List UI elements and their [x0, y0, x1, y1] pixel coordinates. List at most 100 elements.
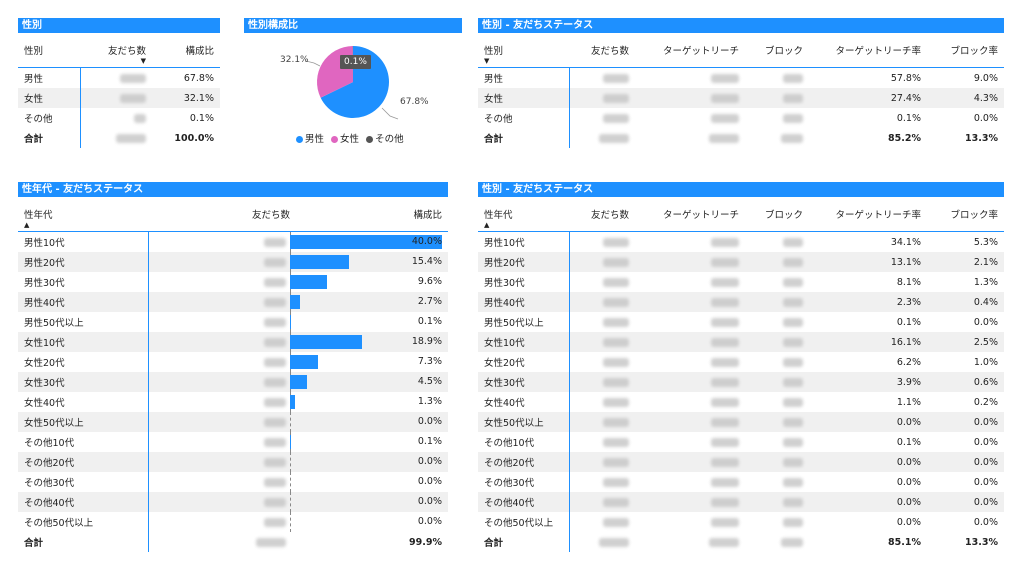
redacted-value: [711, 417, 739, 427]
table-row: 男性 67.8%: [18, 67, 220, 89]
row-label: 女性40代: [18, 392, 149, 412]
row-label: 女性10代: [478, 332, 570, 352]
gender-status-panel: 性別 - 友だちステータス 性別 ▼ 友だち数 ターゲットリーチ ブロック ターゲ…: [478, 18, 1004, 148]
total-row: 合計 85.1% 13.3%: [478, 532, 1004, 552]
redacted-value: [783, 257, 803, 267]
column-header[interactable]: 性別 ▼: [478, 33, 569, 68]
row-value: 4.5%: [417, 376, 442, 387]
bar-cell: 9.6%: [290, 272, 448, 292]
column-header[interactable]: 友だち数: [148, 197, 290, 232]
column-header[interactable]: ターゲットリーチ: [635, 197, 745, 232]
reach-rate: 0.0%: [896, 476, 921, 488]
column-header[interactable]: ブロック: [745, 197, 809, 232]
reach-rate: 0.0%: [809, 412, 927, 432]
table-row: 男性20代 15.4%: [18, 252, 448, 272]
ratio-bar[interactable]: [290, 255, 349, 269]
table-row: その他40代 0.0%: [18, 492, 448, 512]
row-value: 0.1%: [417, 436, 442, 447]
row-label: その他10代: [478, 432, 570, 452]
ratio-bar[interactable]: [290, 295, 301, 309]
row-label: 女性20代: [478, 352, 570, 372]
column-header[interactable]: 性別: [18, 33, 80, 68]
table-row: その他10代 0.1% 0.0%: [478, 432, 1004, 452]
column-header[interactable]: 性年代 ▲: [478, 197, 569, 232]
column-header[interactable]: ブロック率: [927, 33, 1004, 68]
ratio-bar[interactable]: [290, 275, 327, 289]
legend-item-female[interactable]: 女性: [331, 134, 359, 145]
redacted-value: [603, 277, 629, 287]
row-label: 男性40代: [18, 292, 149, 312]
redacted-value: [711, 237, 739, 247]
legend: 男性 女性 その他: [296, 131, 404, 145]
reach-rate: 3.9%: [809, 372, 927, 392]
reach-rate: 34.1%: [890, 236, 921, 248]
row-label: その他20代: [18, 452, 149, 472]
ratio-bar[interactable]: [290, 375, 308, 389]
ratio-bar[interactable]: [290, 235, 442, 249]
redacted-value: [603, 437, 629, 447]
sort-asc-icon[interactable]: ▲: [24, 221, 30, 229]
column-header[interactable]: ターゲットリーチ率: [809, 197, 927, 232]
redacted-value: [80, 68, 152, 89]
pie-chart[interactable]: [244, 36, 462, 136]
redacted-value: [783, 457, 803, 467]
column-header[interactable]: ブロック率: [927, 197, 1004, 232]
reach-rate: 13.1%: [809, 252, 927, 272]
reach-rate: 0.1%: [896, 316, 921, 328]
row-label: 男性40代: [478, 292, 570, 312]
slice-label-male: 67.8%: [400, 97, 429, 107]
column-header[interactable]: 友だち数 ▼: [80, 33, 152, 68]
table-row: 女性20代 6.2% 1.0%: [478, 352, 1004, 372]
total-label: 合計: [18, 128, 81, 148]
table-row: その他10代 0.1%: [18, 432, 448, 452]
column-header[interactable]: 構成比: [378, 197, 448, 232]
redacted-value: [264, 257, 286, 267]
ratio-bar[interactable]: [290, 335, 362, 349]
redacted-value: [264, 317, 286, 327]
redacted-value: [709, 537, 739, 547]
block-rate: 0.0%: [973, 316, 998, 328]
reach-rate: 0.1%: [896, 112, 921, 124]
legend-item-male[interactable]: 男性: [296, 134, 324, 145]
column-header[interactable]: 友だち数: [569, 33, 635, 68]
ratio-bar[interactable]: [290, 355, 318, 369]
column-header[interactable]: 構成比: [152, 33, 220, 68]
panel-title: 性別: [18, 18, 220, 33]
redacted-value: [711, 317, 739, 327]
redacted-value: [603, 93, 629, 103]
legend-item-other[interactable]: その他: [366, 134, 404, 145]
row-label: その他30代: [18, 472, 149, 492]
ratio-bar[interactable]: [290, 395, 295, 409]
column-header[interactable]: ブロック: [745, 33, 809, 68]
row-label: 男性: [18, 67, 81, 88]
panel-title: 性年代 - 友だちステータス: [18, 182, 448, 197]
redacted-value: [783, 297, 803, 307]
sort-desc-icon[interactable]: ▼: [484, 57, 490, 65]
redacted-value: [599, 133, 629, 143]
table-row: その他30代 0.0%: [18, 472, 448, 492]
redacted-value: [711, 517, 739, 527]
row-value: 7.3%: [417, 356, 442, 367]
row-value: 0.0%: [417, 476, 442, 487]
row-label: その他50代以上: [18, 512, 149, 532]
pie-slice-male[interactable]: [320, 46, 389, 118]
block-rate: 0.4%: [927, 292, 1004, 312]
row-label: その他10代: [18, 432, 149, 452]
column-header[interactable]: 性年代 ▲: [18, 197, 148, 232]
column-header[interactable]: 友だち数: [569, 197, 635, 232]
column-header[interactable]: ターゲットリーチ: [635, 33, 745, 68]
redacted-value: [603, 357, 629, 367]
block-rate: 2.1%: [927, 252, 1004, 272]
row-value: 15.4%: [411, 256, 442, 267]
bar-cell: 7.3%: [290, 352, 448, 372]
row-label: 女性50代以上: [478, 412, 570, 432]
block-rate: 1.0%: [973, 356, 998, 368]
column-header[interactable]: ターゲットリーチ率: [809, 33, 927, 68]
sort-desc-icon[interactable]: ▼: [140, 57, 146, 65]
redacted-value: [603, 457, 629, 467]
bar-axis: [290, 472, 291, 492]
table-row: 男性50代以上 0.1%: [18, 312, 448, 332]
reach-rate: 6.2%: [896, 356, 921, 368]
table-row: 女性10代 16.1% 2.5%: [478, 332, 1004, 352]
sort-asc-icon[interactable]: ▲: [484, 221, 490, 229]
